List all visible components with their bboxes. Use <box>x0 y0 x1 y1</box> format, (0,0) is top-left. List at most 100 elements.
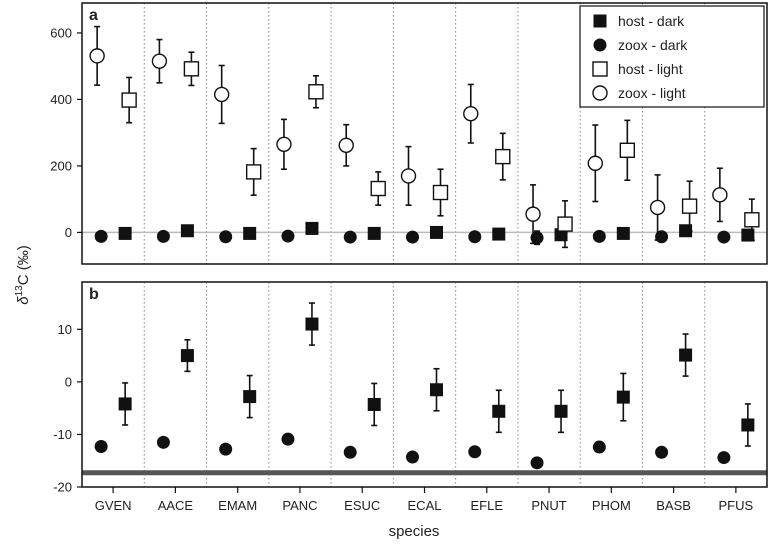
y-tick-label: 10 <box>58 322 72 337</box>
point-zoox_dark <box>219 442 233 456</box>
point-zoox_dark <box>281 229 295 243</box>
point-zoox_light <box>712 187 728 203</box>
point-zoox_dark <box>717 230 731 244</box>
point-host_dark <box>118 397 132 411</box>
point-zoox_dark <box>281 432 295 446</box>
point-host_dark <box>679 348 693 362</box>
point-host_light <box>370 180 386 197</box>
point-host_dark <box>492 227 506 241</box>
point-host_dark <box>305 317 319 331</box>
legend-marker <box>593 14 607 28</box>
grid-layer <box>82 3 767 487</box>
point-zoox_light <box>649 199 666 216</box>
panel-label-a: a <box>89 7 98 24</box>
point-host_dark <box>305 221 319 235</box>
point-host_dark <box>741 228 755 242</box>
point-host_dark <box>180 224 194 238</box>
point-host_light <box>308 84 324 100</box>
point-host_light <box>619 142 636 158</box>
y-axis-title-rest: C (‰) <box>15 245 32 285</box>
y-axis-title: δ13C (‰) <box>14 245 32 304</box>
y-tick-label: 200 <box>50 158 72 173</box>
point-zoox_dark <box>530 456 544 470</box>
legend-label: zoox - dark <box>618 37 688 53</box>
y-tick-label: 0 <box>65 374 72 389</box>
legend-box <box>579 5 765 108</box>
point-zoox_dark <box>343 445 357 459</box>
point-host_dark <box>741 418 755 432</box>
point-zoox_dark <box>468 230 482 244</box>
point-zoox_light <box>525 206 541 222</box>
point-host_light <box>183 61 200 77</box>
x-tick-label: PANC <box>282 498 317 513</box>
point-zoox_light <box>587 155 604 171</box>
axes-layer <box>77 2 768 493</box>
point-host_dark <box>118 226 132 240</box>
x-axis-title: species <box>389 523 440 540</box>
y-axis-title-superscript: 13 <box>14 285 25 297</box>
point-zoox_light <box>89 48 105 64</box>
point-zoox_dark <box>406 230 419 244</box>
point-host_light <box>495 148 511 165</box>
x-tick-label: GVEN <box>95 498 132 513</box>
point-zoox_dark <box>468 445 482 459</box>
point-host_dark <box>180 349 194 363</box>
point-host_dark <box>367 226 381 240</box>
point-zoox_light <box>463 106 479 122</box>
point-zoox_light <box>400 168 417 184</box>
point-host_dark <box>243 226 257 240</box>
marks-layer <box>89 25 760 470</box>
x-tick-label: ESUC <box>344 498 380 513</box>
x-tick-label: PHOM <box>592 498 631 513</box>
legend-marker <box>592 85 608 101</box>
point-host_dark <box>554 404 568 418</box>
legend-label: host - dark <box>618 13 685 29</box>
x-tick-label: BASB <box>656 498 691 513</box>
x-tick-label: AACE <box>158 498 194 513</box>
point-host_light <box>557 216 573 232</box>
point-zoox_dark <box>655 445 669 459</box>
point-zoox_dark <box>592 440 606 454</box>
point-zoox_dark <box>530 231 544 245</box>
y-tick-label: 400 <box>50 92 72 107</box>
legend-label: host - light <box>618 61 683 77</box>
point-host_light <box>245 164 262 180</box>
panel-label-b: b <box>89 286 99 303</box>
point-zoox_light <box>276 136 292 153</box>
x-tick-label: EMAM <box>218 498 257 513</box>
point-host_dark <box>430 225 443 239</box>
point-zoox_dark <box>592 229 606 243</box>
point-zoox_dark <box>406 450 419 464</box>
point-zoox_dark <box>219 230 233 244</box>
legend-marker <box>592 61 608 77</box>
point-host_dark <box>492 404 506 418</box>
x-tick-label: ECAL <box>408 498 442 513</box>
point-zoox_light <box>338 137 354 154</box>
point-host_dark <box>367 397 381 411</box>
point-zoox_dark <box>94 440 108 454</box>
x-tick-label: EFLE <box>471 498 504 513</box>
point-zoox_light <box>151 53 168 69</box>
point-zoox_dark <box>156 435 170 449</box>
point-host_dark <box>616 390 630 404</box>
y-axis-title-delta: δ <box>15 296 32 305</box>
point-host_light <box>744 212 760 228</box>
point-zoox_light <box>213 86 230 103</box>
panel-a-frame <box>81 2 768 265</box>
point-host_light <box>681 198 698 214</box>
point-zoox_dark <box>343 230 357 244</box>
point-zoox_dark <box>156 229 170 243</box>
text-layer: 0 200 400 600 a host - dark zoox - dark host - … <box>50 7 753 513</box>
point-host_dark <box>243 390 257 404</box>
x-tick-label: PFUS <box>719 498 754 513</box>
point-host_light <box>432 184 449 201</box>
point-zoox_dark <box>717 451 731 465</box>
point-host_dark <box>616 226 630 240</box>
legend-marker <box>593 38 607 52</box>
y-tick-label: -10 <box>53 427 72 442</box>
x-tick-label: PNUT <box>531 498 566 513</box>
y-tick-label: -20 <box>53 480 72 495</box>
y-tick-label: 600 <box>50 25 72 40</box>
point-host_dark <box>430 383 443 397</box>
